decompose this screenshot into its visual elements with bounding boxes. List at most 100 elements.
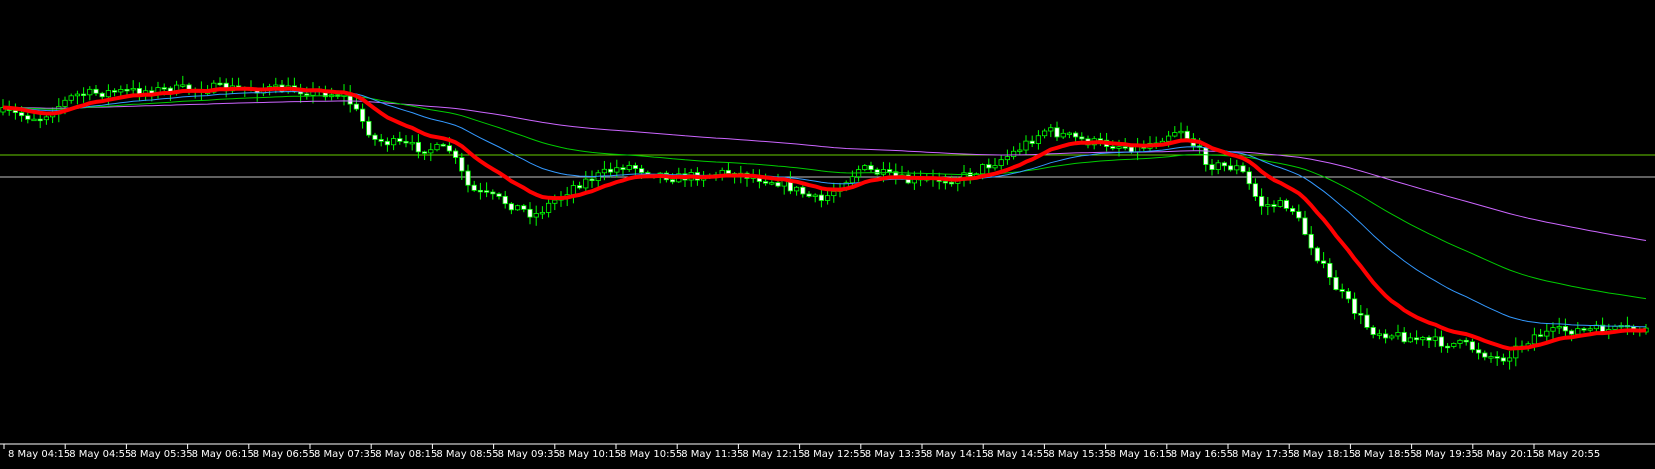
time-tick-label: 8 May 09:35	[498, 449, 560, 460]
time-tick-label: 8 May 08:55	[436, 449, 498, 460]
candle	[1389, 334, 1395, 341]
candle	[93, 84, 99, 96]
candle	[1364, 308, 1370, 330]
candle	[632, 162, 639, 177]
candle	[297, 83, 304, 103]
candle	[1228, 158, 1234, 172]
candle	[769, 180, 775, 186]
candle	[1011, 146, 1017, 160]
candle	[527, 202, 533, 225]
candle	[1079, 132, 1085, 141]
candle	[1265, 196, 1271, 216]
candle	[825, 189, 831, 205]
candle	[614, 159, 620, 178]
candle	[1060, 129, 1066, 139]
candle	[502, 190, 508, 209]
candle	[1215, 159, 1221, 175]
candle	[1420, 335, 1426, 346]
candle	[87, 86, 93, 101]
candle	[1178, 122, 1184, 141]
candle	[1426, 335, 1432, 349]
candle	[1432, 328, 1438, 348]
candle	[1476, 342, 1482, 360]
candle	[1240, 162, 1246, 174]
candle	[1451, 342, 1457, 349]
candle	[626, 161, 632, 173]
candle	[1395, 324, 1401, 340]
candle	[521, 203, 527, 213]
candle	[936, 172, 942, 190]
candle	[1401, 327, 1407, 344]
candle	[539, 206, 546, 220]
candle	[483, 182, 490, 198]
candle	[831, 182, 837, 203]
candle	[43, 114, 50, 125]
time-tick-label: 8 May 06:55	[253, 449, 315, 460]
candle	[1029, 135, 1035, 148]
candle	[1556, 317, 1562, 334]
candle	[273, 77, 279, 94]
candle	[1135, 137, 1141, 161]
candle	[868, 161, 874, 173]
candle	[217, 77, 223, 87]
candle	[1500, 353, 1506, 365]
candles	[0, 75, 1649, 370]
moving-average-line	[3, 95, 1647, 300]
time-tick-label: 8 May 13:35	[865, 449, 927, 460]
candle	[986, 158, 992, 176]
candle	[589, 170, 595, 188]
candle	[992, 158, 998, 171]
candle	[1259, 188, 1265, 215]
candle	[1066, 131, 1072, 139]
candle	[74, 90, 80, 105]
candle	[186, 82, 192, 95]
candle	[372, 132, 378, 146]
candle	[874, 167, 880, 176]
candle	[1463, 337, 1469, 346]
candle	[1314, 246, 1320, 264]
candle	[1321, 252, 1327, 269]
candle	[415, 134, 422, 159]
candle	[1544, 324, 1550, 342]
candle	[1457, 338, 1463, 349]
candle	[887, 162, 893, 176]
candle	[1333, 270, 1339, 291]
candle	[967, 168, 973, 184]
time-axis: 8 May 04:158 May 04:558 May 05:358 May 0…	[0, 443, 1655, 460]
candle	[1383, 329, 1389, 344]
time-tick-label: 8 May 11:35	[681, 449, 743, 460]
time-tick-label: 8 May 12:55	[804, 449, 866, 460]
candle	[434, 142, 440, 152]
candle	[1345, 288, 1351, 304]
candle	[1054, 121, 1060, 142]
candle	[1414, 330, 1420, 345]
candle	[1209, 159, 1215, 176]
time-tick-label: 8 May 04:55	[69, 449, 131, 460]
candle	[1581, 326, 1587, 333]
candle	[310, 82, 316, 104]
candle	[68, 93, 74, 104]
candle	[452, 148, 459, 164]
candle	[1302, 210, 1308, 236]
candle	[1271, 200, 1277, 213]
candle	[1252, 178, 1258, 201]
candle	[583, 171, 589, 195]
horizontal-levels	[0, 154, 1655, 178]
candle	[1507, 350, 1513, 370]
candle	[130, 80, 136, 95]
candle	[477, 182, 484, 200]
candle	[1172, 126, 1178, 138]
candle	[546, 199, 552, 218]
candle	[1308, 226, 1314, 256]
candle	[155, 81, 161, 99]
candle	[366, 116, 372, 138]
time-tick-label: 8 May 20:55	[1538, 449, 1600, 460]
candle	[1550, 322, 1556, 340]
time-tick-label: 8 May 16:55	[1171, 449, 1233, 460]
candle	[998, 154, 1004, 170]
candle	[490, 189, 496, 200]
candle	[1290, 205, 1296, 215]
time-tick-label: 8 May 10:15	[559, 449, 621, 460]
